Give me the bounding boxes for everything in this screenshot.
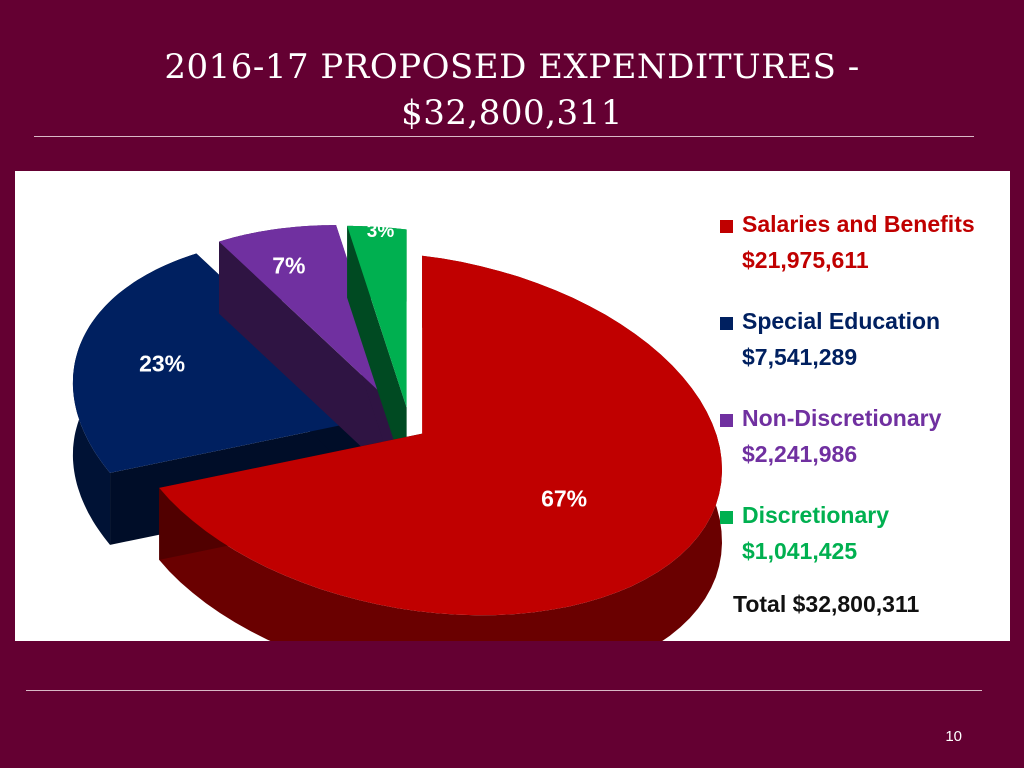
legend-value-non-discretionary: $2,241,986 <box>742 441 858 467</box>
legend-name-non-discretionary: Non-Discretionary <box>742 405 942 431</box>
legend-swatch-special-education <box>720 317 733 330</box>
slide-title-line-2: $32,800,311 <box>401 93 623 133</box>
slide-title: 2016-17 PROPOSED EXPENDITURES - $32,800,… <box>0 44 1024 136</box>
pie-slice-top-salaries <box>159 255 722 616</box>
legend-item-discretionary: Discretionary $1,041,425 <box>720 502 1005 599</box>
pie-slice-top-special-education <box>72 253 373 473</box>
legend-name-discretionary: Discretionary <box>742 502 890 528</box>
legend-value-salaries: $21,975,611 <box>742 247 869 273</box>
legend-item-special-education: Special Education $7,541,289 <box>720 308 1005 405</box>
pie-label-discretionary: 3% <box>367 221 395 242</box>
title-divider <box>34 136 974 137</box>
pie-slice-cut-discretionary-0 <box>347 225 407 480</box>
legend-swatch-salaries <box>720 220 733 233</box>
pie-slice-top-non-discretionary <box>219 225 396 407</box>
legend-value-special-education: $7,541,289 <box>742 344 858 370</box>
chart-panel: 67% 23% 7% 3% Salaries and Benefits $21,975… <box>15 171 1010 641</box>
footer-divider <box>26 690 982 691</box>
pie-chart: 67% 23% 7% 3% <box>72 221 722 641</box>
legend-item-non-discretionary: Non-Discretionary $2,241,986 <box>720 405 1005 502</box>
pie-label-salaries: 67% <box>541 486 587 512</box>
page-number: 10 <box>945 728 962 745</box>
pie-slice-discretionary <box>347 225 407 480</box>
legend-value-discretionary: $1,041,425 <box>742 538 858 564</box>
pie-slice-non-discretionary <box>219 225 396 479</box>
pie-slice-cut-non-discretionary-0 <box>219 241 396 479</box>
legend-item-salaries: Salaries and Benefits $21,975,611 <box>720 211 1005 308</box>
slide-title-line-1: 2016-17 PROPOSED EXPENDITURES - <box>164 47 860 87</box>
legend-name-salaries: Salaries and Benefits <box>742 211 975 237</box>
legend-name-special-education: Special Education <box>742 308 941 334</box>
legend-swatch-discretionary <box>720 511 733 524</box>
pie-slice-salaries <box>159 255 722 641</box>
pie-label-special-education: 23% <box>139 350 185 376</box>
pie-slice-top-discretionary <box>347 225 407 408</box>
legend-total: Total $32,800,311 <box>733 591 920 617</box>
pie-label-non-discretionary: 7% <box>272 253 305 279</box>
chart-legend: Salaries and Benefits $21,975,611 Specia… <box>720 211 1005 599</box>
legend-swatch-non-discretionary <box>720 414 733 427</box>
